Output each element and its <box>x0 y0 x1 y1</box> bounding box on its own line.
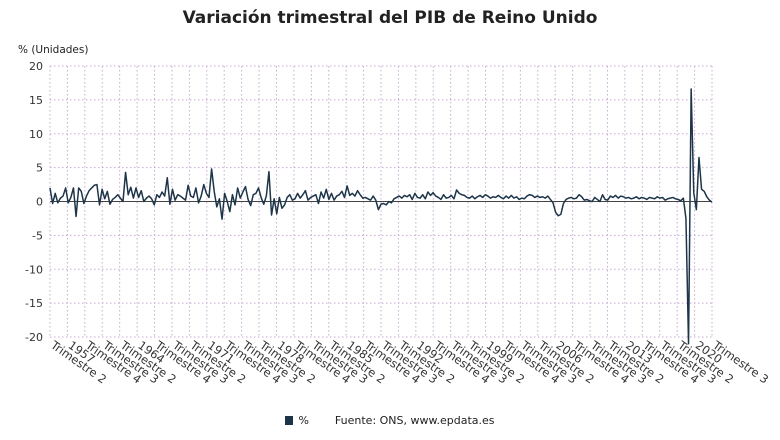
y-tick-label: -5 <box>32 229 43 242</box>
y-tick-label: -15 <box>25 297 43 310</box>
chart-title: Variación trimestral del PIB de Reino Un… <box>182 8 598 28</box>
chart-legend: % Fuente: ONS, www.epdata.es <box>0 414 780 427</box>
y-axis-unit-label: % (Unidades) <box>18 44 89 56</box>
source-note: Fuente: ONS, www.epdata.es <box>334 414 495 427</box>
y-tick-label: 15 <box>29 94 43 107</box>
y-tick-label: -10 <box>25 263 43 276</box>
y-tick-label: 5 <box>36 162 43 175</box>
y-tick-label: 20 <box>29 60 43 73</box>
gdp-series-line <box>49 88 713 345</box>
y-tick-label: 10 <box>29 128 43 141</box>
legend-swatch <box>285 416 294 425</box>
y-tick-label: -20 <box>25 331 43 344</box>
y-tick-label: 0 <box>36 196 43 209</box>
grid-lines <box>49 65 713 338</box>
y-axis-ticks: 20 15 10 5 0 -5 -10 -15 -20 <box>25 60 43 344</box>
legend-label: % <box>298 414 309 427</box>
